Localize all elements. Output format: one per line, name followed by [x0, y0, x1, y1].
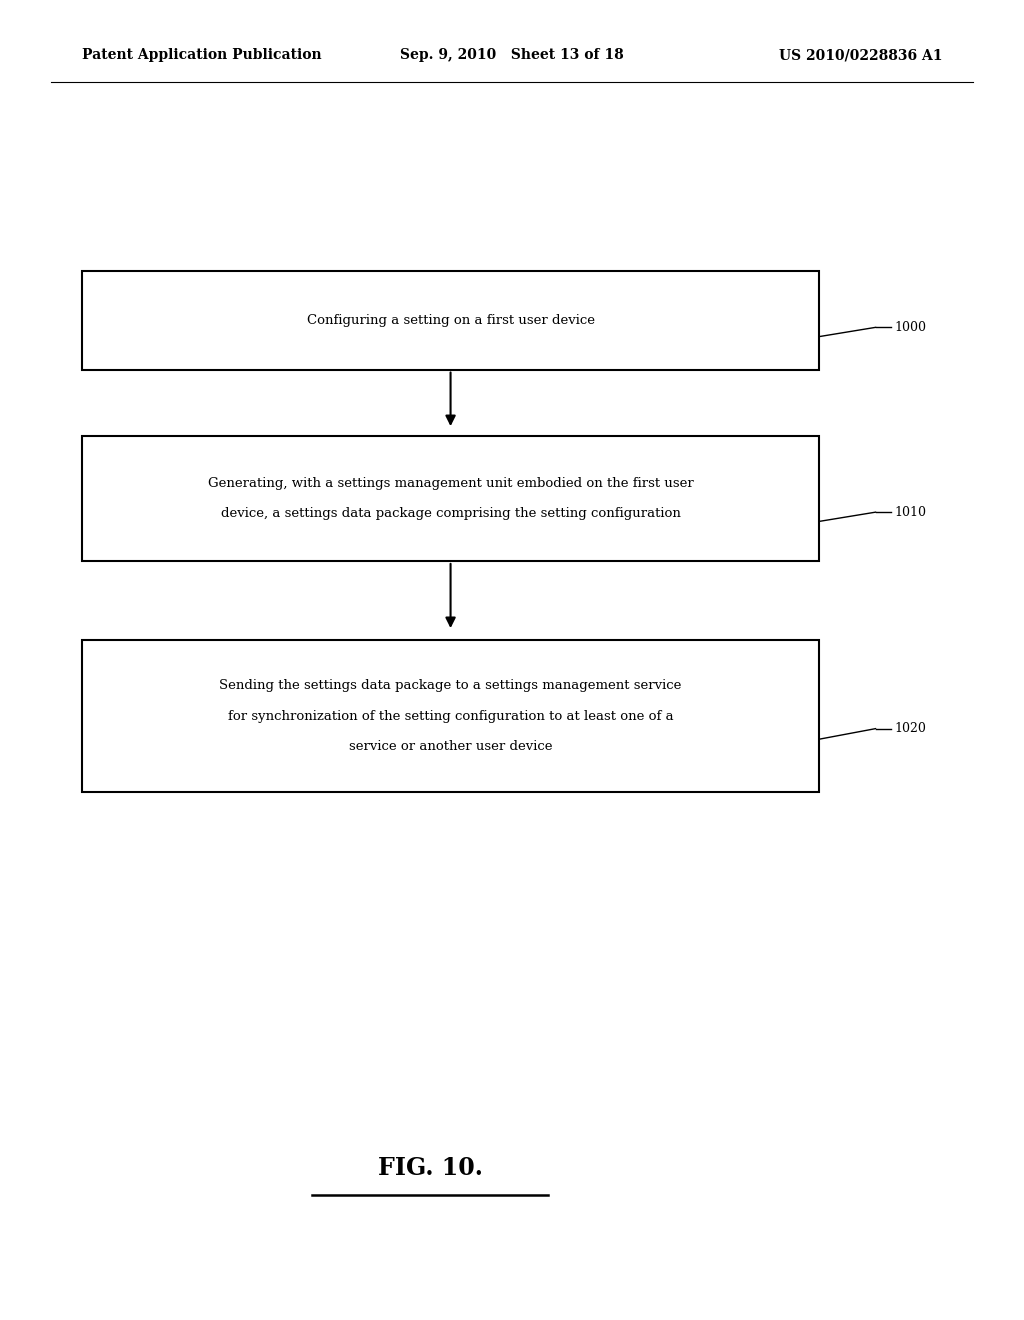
Text: 1010: 1010: [894, 506, 926, 519]
Bar: [82, 436, 819, 561]
Bar: [82, 271, 819, 370]
Text: US 2010/0228836 A1: US 2010/0228836 A1: [778, 49, 942, 62]
Text: Sending the settings data package to a settings management service: Sending the settings data package to a s…: [219, 680, 682, 692]
Text: service or another user device: service or another user device: [349, 741, 552, 752]
Text: Sep. 9, 2010   Sheet 13 of 18: Sep. 9, 2010 Sheet 13 of 18: [400, 49, 624, 62]
Text: Patent Application Publication: Patent Application Publication: [82, 49, 322, 62]
Bar: [82, 640, 819, 792]
Text: Configuring a setting on a first user device: Configuring a setting on a first user de…: [306, 314, 595, 326]
Text: 1000: 1000: [894, 321, 926, 334]
Text: Generating, with a settings management unit embodied on the first user: Generating, with a settings management u…: [208, 477, 693, 490]
Text: for synchronization of the setting configuration to at least one of a: for synchronization of the setting confi…: [227, 710, 674, 722]
Text: 1020: 1020: [894, 722, 926, 735]
Text: FIG. 10.: FIG. 10.: [378, 1156, 482, 1180]
Text: device, a settings data package comprising the setting configuration: device, a settings data package comprisi…: [220, 507, 681, 520]
